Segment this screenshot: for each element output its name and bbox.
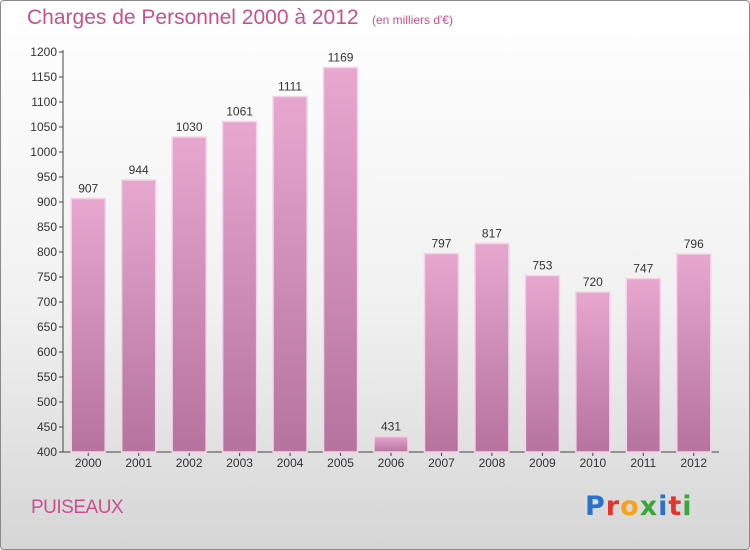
data-label: 817 bbox=[482, 227, 502, 241]
data-label: 1030 bbox=[176, 120, 203, 134]
x-tick-label: 2008 bbox=[479, 456, 506, 470]
y-tick-label: 950 bbox=[37, 170, 57, 184]
chart-subtitle: (en milliers d'€) bbox=[372, 13, 453, 27]
x-tick-label: 2003 bbox=[226, 456, 253, 470]
data-label: 944 bbox=[129, 163, 149, 177]
y-tick-label: 800 bbox=[37, 245, 57, 259]
y-tick-label: 900 bbox=[37, 195, 57, 209]
bar-2011 bbox=[625, 277, 662, 453]
x-tick-label: 2001 bbox=[125, 456, 152, 470]
bar-2007 bbox=[423, 252, 460, 453]
ticks: 400 450 500 550 600 650 700 750 800 850 900 950 1000… bbox=[30, 45, 707, 470]
bar-2006 bbox=[373, 435, 409, 453]
y-tick-label: 850 bbox=[37, 220, 57, 234]
logo-letter: x bbox=[639, 491, 659, 522]
logo-letter: r bbox=[605, 491, 621, 522]
y-tick-label: 450 bbox=[37, 420, 57, 434]
bar-2009 bbox=[524, 274, 561, 453]
x-tick-label: 2012 bbox=[680, 456, 707, 470]
bar-2004 bbox=[272, 95, 308, 453]
axes bbox=[62, 50, 719, 453]
x-tick-label: 2010 bbox=[579, 456, 606, 470]
x-tick-label: 2006 bbox=[378, 456, 405, 470]
data-label: 747 bbox=[633, 262, 653, 276]
bar-2005 bbox=[322, 66, 359, 453]
logo-letter: t bbox=[668, 491, 683, 522]
bar-2010 bbox=[575, 291, 611, 453]
data-label: 1111 bbox=[278, 80, 302, 94]
x-tick-label: 2007 bbox=[428, 456, 455, 470]
data-label: 797 bbox=[431, 237, 451, 251]
x-tick-label: 2009 bbox=[529, 456, 556, 470]
commune-name: PUISEAUX bbox=[31, 497, 124, 518]
bar-2008 bbox=[474, 242, 510, 453]
y-tick-label: 750 bbox=[37, 270, 57, 284]
data-label: 1169 bbox=[328, 51, 354, 65]
y-tick-label: 600 bbox=[37, 345, 57, 359]
bar-2012 bbox=[676, 253, 712, 453]
logo-letter: i bbox=[658, 491, 669, 522]
x-tick-label: 2002 bbox=[176, 456, 203, 470]
x-tick-label: 2000 bbox=[75, 456, 102, 470]
logo-letter: P bbox=[585, 491, 606, 522]
y-tick-label: 550 bbox=[37, 370, 57, 384]
proxiti-logo: Proxiti bbox=[585, 491, 693, 522]
logo-letter: i bbox=[682, 491, 693, 522]
logo-letter: o bbox=[620, 491, 640, 522]
y-tick-label: 650 bbox=[37, 320, 57, 334]
data-label: 907 bbox=[78, 182, 98, 196]
bars bbox=[70, 66, 712, 453]
bar-2000 bbox=[70, 197, 106, 453]
data-label: 796 bbox=[684, 237, 704, 251]
bar-2003 bbox=[221, 120, 258, 453]
data-label: 431 bbox=[381, 420, 401, 434]
y-tick-label: 700 bbox=[37, 295, 57, 309]
x-tick-label: 2005 bbox=[327, 456, 354, 470]
y-tick-label: 1100 bbox=[31, 95, 57, 109]
y-tick-label: 1200 bbox=[30, 45, 57, 59]
y-tick-label: 1050 bbox=[30, 120, 57, 134]
x-tick-label: 2004 bbox=[277, 456, 304, 470]
y-tick-label: 400 bbox=[37, 445, 57, 459]
data-labels: 907 944 1030 1061 1111 1169 431 797 817 753 720 747… bbox=[78, 51, 704, 434]
x-tick-label: 2011 bbox=[630, 456, 656, 470]
y-tick-label: 500 bbox=[37, 395, 57, 409]
bar-2002 bbox=[171, 136, 207, 453]
y-tick-label: 1150 bbox=[31, 70, 57, 84]
bar-2001 bbox=[120, 179, 157, 453]
y-tick-label: 1000 bbox=[30, 145, 57, 159]
data-label: 753 bbox=[532, 259, 552, 273]
data-label: 720 bbox=[583, 275, 603, 289]
chart-title: Charges de Personnel 2000 à 2012 bbox=[27, 6, 359, 29]
data-label: 1061 bbox=[226, 105, 253, 119]
